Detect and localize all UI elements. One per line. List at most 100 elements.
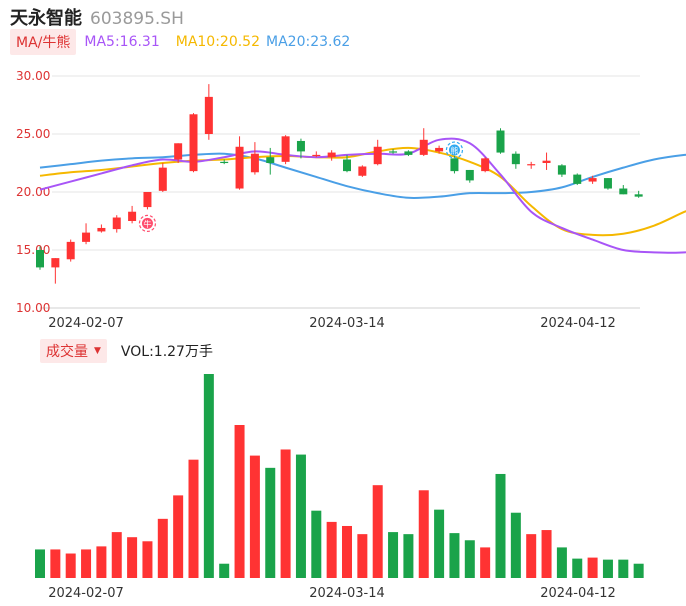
volume-legend: 成交量 ▼ VOL:1.27万手 — [40, 339, 213, 363]
candle-up — [112, 217, 121, 230]
volume-badge-label: 成交量 — [46, 344, 88, 360]
candle-down — [220, 161, 229, 164]
volume-bar — [311, 510, 322, 578]
volume-indicator-selector[interactable]: 成交量 ▼ — [40, 339, 107, 363]
price-gridlines — [40, 75, 640, 309]
volume-bar — [295, 454, 306, 578]
volume-bar — [188, 459, 199, 578]
candle-down — [511, 153, 520, 165]
bear-marker-ring — [445, 141, 464, 159]
candle-up — [97, 227, 106, 232]
volume-bars — [35, 374, 644, 578]
bull-marker — [141, 217, 153, 229]
dropdown-triangle-icon: ▼ — [94, 346, 101, 356]
candle-down — [634, 194, 643, 197]
volume-bar — [326, 521, 337, 578]
volume-bar — [372, 485, 383, 578]
volume-bar — [142, 541, 153, 578]
candle-down — [573, 174, 582, 184]
candle-down — [266, 157, 275, 163]
stock-code: 603895.SH — [90, 9, 184, 29]
ma-legend: MA/牛熊 MA5:16.31 MA10:20.52 MA20:23.62 — [10, 29, 356, 55]
ma20-legend: MA20:23.62 — [266, 34, 351, 50]
ma-indicator-selector[interactable]: MA/牛熊 — [10, 29, 77, 55]
volume-bar — [633, 563, 644, 578]
moving-average-lines — [39, 137, 686, 254]
date-label: 2024-03-14 — [309, 586, 385, 601]
volume-bar — [65, 553, 76, 578]
price-tick-label: 15.00 — [16, 243, 50, 257]
ma5-line — [39, 137, 686, 254]
price-tick-label: 10.00 — [16, 301, 50, 315]
volume-bar — [50, 549, 61, 578]
volume-bar — [556, 547, 567, 578]
candle-up — [189, 114, 198, 172]
candle-up — [527, 164, 536, 166]
candle-up — [82, 232, 91, 242]
volume-bar — [127, 537, 138, 578]
candle-down — [389, 151, 398, 153]
volume-bar — [234, 425, 245, 578]
volume-bar — [526, 534, 537, 578]
candle-up — [588, 178, 597, 182]
candle-down — [465, 169, 474, 181]
volume-bar — [265, 467, 276, 578]
ma5-legend: MA5:16.31 — [84, 34, 160, 50]
candle-up — [435, 147, 444, 152]
volume-bar — [602, 559, 613, 578]
candle-up — [174, 143, 183, 160]
volume-bar — [541, 530, 552, 578]
candle-up — [327, 152, 336, 158]
ma10-legend: MA10:20.52 — [175, 34, 261, 50]
volume-bar — [111, 532, 122, 578]
volume-bar — [480, 547, 491, 578]
volume-bar — [434, 509, 445, 578]
price-axis: 30.00 25.00 20.00 15.00 10.00 — [16, 69, 50, 315]
date-label: 2024-02-07 — [48, 586, 124, 601]
bull-marker-ring — [138, 214, 157, 232]
volume-bar — [35, 549, 45, 578]
candle-up — [481, 158, 490, 172]
candle-up — [51, 258, 60, 268]
volume-bar — [510, 512, 521, 578]
candlesticks — [36, 84, 643, 284]
candle-down — [450, 158, 459, 172]
ma10-line — [39, 146, 686, 237]
volume-bar — [173, 495, 184, 578]
candle-up — [128, 211, 137, 221]
volume-bar — [587, 557, 598, 578]
candle-down — [496, 130, 505, 153]
candle-up — [373, 146, 382, 165]
candle-down — [557, 165, 566, 175]
stock-header: 天永智能 603895.SH — [10, 4, 184, 29]
date-label: 2024-04-12 — [540, 586, 616, 601]
volume-bar — [418, 490, 429, 578]
candle-up — [204, 96, 213, 134]
price-tick-label: 20.00 — [16, 185, 50, 199]
candle-up — [235, 146, 244, 189]
ma20-line — [39, 152, 686, 199]
volume-bar — [464, 540, 475, 578]
candle-up — [542, 160, 551, 163]
candle-up — [158, 167, 167, 191]
candle-up — [281, 136, 290, 162]
volume-bar — [219, 563, 230, 578]
date-label: 2024-04-12 — [540, 316, 616, 331]
volume-bar — [342, 525, 352, 578]
candle-up — [66, 241, 75, 260]
volume-bar — [618, 559, 629, 578]
candle-down — [296, 140, 305, 152]
bear-marker — [448, 144, 460, 156]
bull-marker-label: 牛 — [143, 219, 151, 229]
volume-bar — [249, 455, 260, 578]
stock-name: 天永智能 — [10, 8, 82, 29]
volume-bar — [157, 518, 168, 578]
volume-bar — [388, 532, 399, 578]
candle-down — [404, 151, 413, 155]
date-label: 2024-03-14 — [309, 316, 385, 331]
volume-date-axis: 2024-02-07 2024-03-14 2024-04-12 — [48, 586, 616, 601]
candle-up — [419, 139, 428, 155]
price-tick-label: 30.00 — [16, 69, 50, 83]
date-label: 2024-02-07 — [48, 316, 124, 331]
